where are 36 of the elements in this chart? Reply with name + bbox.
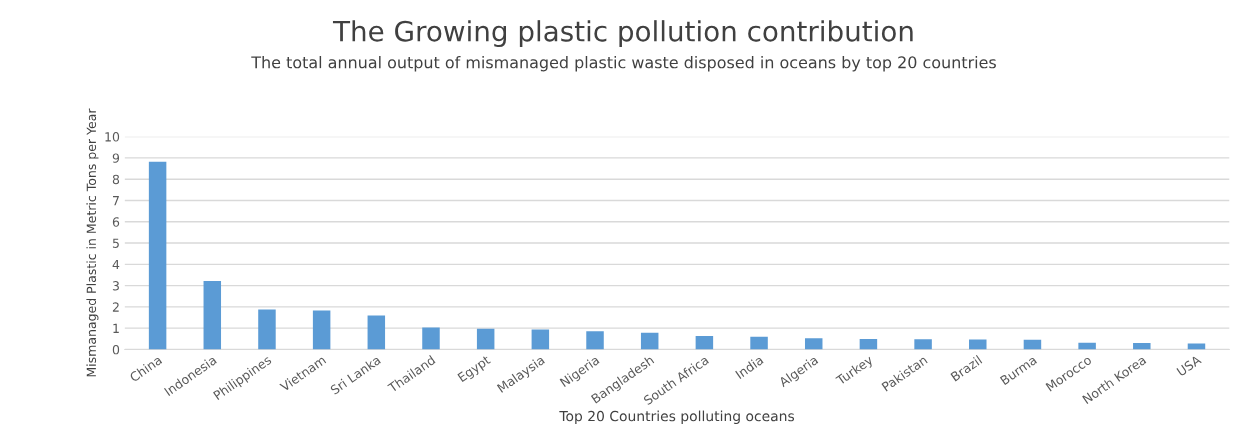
bar <box>640 332 659 350</box>
bar <box>695 336 714 350</box>
chart-title: The Growing plastic pollution contribution <box>332 20 913 48</box>
bar <box>476 328 495 350</box>
bar <box>586 331 604 350</box>
x-tick-label: USA <box>1176 354 1202 377</box>
bar <box>750 336 768 350</box>
y-tick-label: 10 <box>105 132 120 142</box>
y-tick-label: 5 <box>112 238 119 248</box>
y-tick-label: 4 <box>112 259 120 270</box>
bar <box>804 338 823 350</box>
bar <box>258 309 276 350</box>
y-tick-label: 0 <box>112 344 120 355</box>
bar <box>367 315 386 350</box>
chart-subtitle: The total annual output of mismanaged plastic waste disposed in oceans by top 20 countries <box>251 56 996 72</box>
y-axis-title: Mismanaged Plastic in Metric Tons per Year <box>86 108 99 377</box>
bar <box>914 339 932 350</box>
bar <box>148 161 167 350</box>
y-tick-label: 8 <box>112 174 120 185</box>
bar <box>1133 343 1151 350</box>
y-tick-label: 6 <box>112 217 120 227</box>
bar <box>531 329 550 350</box>
x-axis-title: Top 20 Countries polluting oceans <box>559 410 795 424</box>
y-tick-label: 2 <box>112 302 119 312</box>
bar <box>422 327 440 350</box>
bar <box>1078 342 1096 350</box>
bar <box>312 310 331 350</box>
x-tick-label: India <box>734 354 764 380</box>
bar <box>859 339 878 350</box>
y-tick-label: 9 <box>112 153 120 163</box>
y-tick-label: 3 <box>112 281 119 291</box>
y-tick-label: 7 <box>113 196 119 206</box>
bar <box>1187 343 1206 350</box>
y-tick-label: 1 <box>113 323 119 333</box>
bar <box>203 280 222 350</box>
bar <box>969 339 987 350</box>
